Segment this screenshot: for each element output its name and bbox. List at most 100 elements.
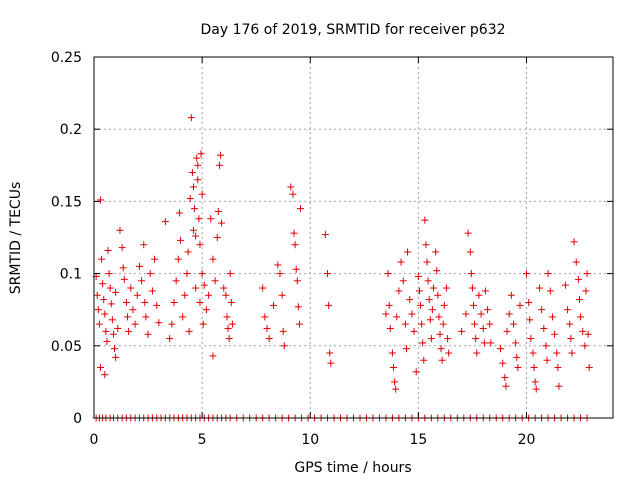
data-point (207, 215, 215, 223)
data-point (584, 330, 592, 338)
data-point (138, 277, 146, 285)
data-point (175, 209, 183, 217)
data-point (184, 248, 192, 256)
data-point (294, 303, 302, 311)
x-tick-label: 15 (409, 432, 427, 448)
data-point (516, 301, 524, 309)
data-point (192, 232, 200, 240)
data-point (325, 301, 333, 309)
x-tick-label: 5 (198, 432, 207, 448)
data-point (421, 216, 429, 224)
data-point (269, 301, 277, 309)
data-point (384, 270, 392, 278)
data-point (426, 316, 434, 324)
data-point (393, 313, 401, 321)
data-point (124, 313, 132, 321)
data-point (111, 345, 119, 353)
data-point (497, 345, 505, 353)
data-point (427, 335, 435, 343)
data-point (395, 287, 403, 295)
data-point (141, 298, 149, 306)
data-point (544, 270, 552, 278)
y-tick-label: 0.1 (60, 267, 82, 283)
data-point (199, 320, 207, 328)
data-point (530, 363, 538, 371)
data-point (114, 324, 122, 332)
data-point (101, 310, 109, 318)
data-point (425, 296, 433, 304)
data-point (188, 169, 196, 177)
data-point (548, 313, 556, 321)
data-point (112, 288, 120, 296)
data-point (553, 349, 561, 357)
data-point (108, 316, 116, 324)
data-point (501, 374, 509, 382)
data-point (464, 229, 472, 237)
data-point (574, 275, 582, 283)
data-point (259, 284, 267, 292)
data-point (263, 324, 271, 332)
data-point (174, 255, 182, 263)
data-point (189, 183, 197, 191)
data-point (575, 296, 583, 304)
data-point (217, 151, 225, 159)
data-point (514, 363, 522, 371)
data-point (535, 284, 543, 292)
data-point (146, 270, 154, 278)
data-point (397, 258, 405, 266)
data-point (276, 270, 284, 278)
y-tick-label: 0.2 (60, 122, 82, 138)
data-point (471, 320, 479, 328)
data-point (107, 300, 115, 308)
x-tick-label: 10 (301, 432, 319, 448)
data-point (112, 353, 120, 361)
data-point (140, 241, 148, 249)
data-point (542, 342, 550, 350)
data-point (436, 330, 444, 338)
data-point (484, 306, 492, 314)
data-point (572, 258, 580, 266)
data-point (402, 345, 410, 353)
data-point (392, 385, 400, 393)
data-point (531, 378, 539, 386)
data-point (142, 313, 150, 321)
data-point (186, 195, 194, 203)
data-point (183, 270, 191, 278)
data-point (458, 327, 466, 335)
data-point (109, 330, 117, 338)
data-point (442, 284, 450, 292)
data-point (567, 335, 575, 343)
data-point (161, 218, 169, 226)
data-point (324, 270, 332, 278)
data-point (191, 205, 199, 213)
y-tick-label: 0.15 (51, 194, 82, 210)
data-point (122, 298, 130, 306)
data-point (582, 287, 590, 295)
data-point (523, 270, 530, 278)
data-point (472, 335, 480, 343)
data-point (287, 183, 295, 191)
data-point (170, 298, 178, 306)
chart-title: Day 176 of 2019, SRMTID for receiver p63… (200, 22, 505, 38)
data-point (551, 330, 559, 338)
data-point (538, 306, 546, 314)
data-point (507, 291, 515, 299)
data-point (327, 359, 335, 367)
data-point (102, 327, 110, 335)
data-point (133, 291, 141, 299)
data-point (192, 284, 200, 292)
data-point (399, 277, 407, 285)
data-point (486, 320, 494, 328)
data-point (555, 382, 563, 390)
data-point (437, 345, 445, 353)
data-point (414, 272, 422, 280)
data-point (166, 335, 174, 343)
data-point (214, 208, 222, 216)
data-point (125, 327, 133, 335)
data-point (473, 349, 481, 357)
data-point (481, 287, 489, 295)
data-point (226, 270, 234, 278)
data-point (153, 301, 161, 309)
data-point (479, 324, 487, 332)
data-point (106, 284, 114, 292)
